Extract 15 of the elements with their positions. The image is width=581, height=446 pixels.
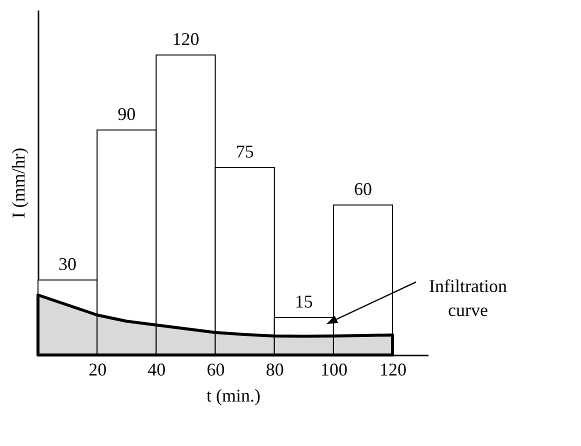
data-label: 90 bbox=[118, 104, 136, 124]
x-tick-label: 60 bbox=[206, 360, 225, 380]
x-tick-label: 80 bbox=[266, 360, 284, 380]
x-tick-label: 20 bbox=[88, 360, 107, 380]
x-tick-label: 100 bbox=[320, 360, 348, 380]
text: Infiltration curve bbox=[429, 276, 507, 320]
y-axis-title: I (mm/hr) bbox=[8, 148, 28, 218]
data-label: 75 bbox=[236, 142, 254, 162]
data-label: 30 bbox=[58, 254, 77, 274]
x-axis-title: t (min.) bbox=[206, 386, 260, 406]
data-label: 60 bbox=[354, 179, 372, 199]
x-tick-label: 40 bbox=[148, 360, 166, 380]
data-label: 120 bbox=[172, 29, 200, 49]
x-tick-label: 120 bbox=[380, 360, 407, 380]
data-label: 15 bbox=[294, 292, 313, 312]
